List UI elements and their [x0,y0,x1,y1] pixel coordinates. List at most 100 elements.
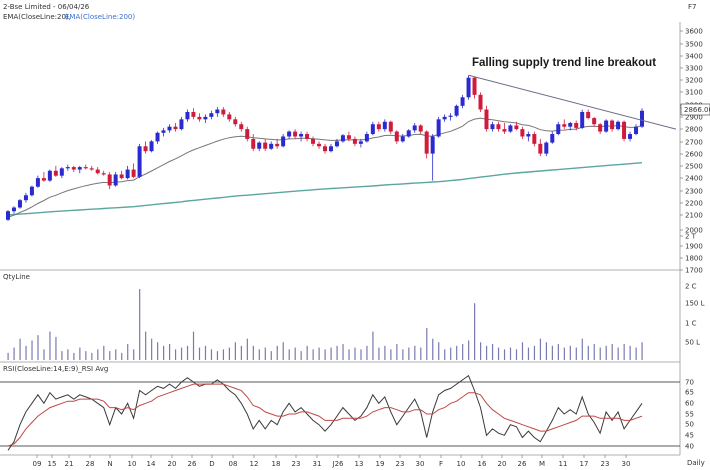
volume-bar [390,349,392,360]
x-tick-label: 13 [355,460,364,468]
breakout-annotation: Falling supply trend line breakout [472,57,656,69]
x-tick-label: D [209,460,214,468]
x-axis-label: Daily [687,459,705,467]
volume-bar [204,345,207,360]
volume-bar [294,347,296,360]
candle-body [592,118,597,125]
candle-body [538,143,543,154]
volume-bar [300,351,302,360]
volume-bar [127,344,129,360]
candle-body [460,97,465,106]
price-tick-label: 3500 [685,41,703,49]
candle-body [119,174,124,179]
candle-body [610,120,615,130]
candle-body [616,121,621,130]
volume-bar [509,347,512,360]
x-tick-label: M [539,460,545,468]
candle-body [185,111,190,120]
corner-label: F7 [688,3,696,11]
candle-body [352,138,357,144]
volume-bar [563,347,565,360]
candle-body [245,129,250,139]
candle-body [382,121,387,130]
rsi-avg-line [7,383,643,447]
volume-bar [270,351,272,360]
volume-bar [228,347,231,360]
volume-bar [216,351,219,360]
candle-body [370,124,375,135]
volume-bar [402,349,404,360]
x-ticks-group: 09 15 21 28 N 10 14 20 26 D 08 12 18 23 31 J26 13 19 23 30 F… [33,455,631,468]
volume-tick-label: 150 L [685,300,705,308]
candle-body [197,116,202,120]
candle-body [508,125,513,132]
candle-body [83,167,88,169]
volume-bar [103,345,105,360]
candle-body [305,134,310,139]
volume-bar [318,347,320,360]
candle-body [191,111,196,117]
x-tick-label: 26 [518,460,527,468]
candle-body [376,124,381,130]
candle-body [556,124,561,135]
price-tick-label: 2100 [685,212,703,220]
x-tick-label: 31 [313,460,322,468]
volume-bar [210,349,213,360]
y-ticks-group: 36003500340033003200310030002 T290028002… [680,28,705,451]
volume-bar [276,345,278,360]
candle-body [442,116,447,120]
candle-body [358,141,363,144]
x-tick-label: 17 [580,460,589,468]
x-tick-label: 09 [33,460,42,468]
volume-bar [456,345,458,360]
volume-bar [462,344,464,360]
x-tick-label: 16 [478,460,487,468]
candle-body [77,167,82,170]
x-tick-label: 10 [457,460,466,468]
volume-bar [31,340,33,360]
candle-body [604,120,609,132]
candle-body [418,125,423,132]
volume-tick-label: 2 C [685,283,697,291]
ema20-line [7,117,643,218]
volume-bar [198,347,201,360]
volume-bar [97,349,99,360]
candle-body [89,168,94,170]
volume-bars-group [7,289,643,360]
rsi-tick-label: 50 [685,421,694,429]
candle-body [436,119,441,137]
volume-bar [593,344,595,360]
volume-bar [527,347,530,360]
price-tick-label: 2300 [685,188,703,196]
price-tick-label: 2500 [685,163,703,171]
candle-body [53,170,58,176]
volume-bar [174,349,177,360]
price-tick-label: 2900 [685,114,703,122]
candle-body [323,146,327,152]
candle-body [149,141,154,152]
volume-bar [67,349,69,360]
candle-body [574,123,579,128]
candle-body [472,77,477,95]
volume-bar [468,340,470,360]
candle-body [466,77,471,98]
candle-body [113,174,118,186]
volume-bar [557,344,559,360]
x-tick-label: 21 [65,460,74,468]
candle-body [514,125,519,130]
x-tick-label: 30 [622,460,631,468]
rsi-tick-label: 70 [685,379,694,387]
volume-bar [139,289,141,360]
x-tick-label: 08 [229,460,238,468]
volume-bar [49,331,51,360]
volume-bar [497,347,500,360]
candle-body [328,146,333,152]
candle-body [221,109,226,115]
price-tick-label: 2 T [685,233,697,241]
candle-body [484,109,489,130]
candle-body [622,121,627,139]
candle-body [478,94,483,110]
volume-bar [599,347,601,360]
volume-bar [186,345,189,360]
volume-bar [515,349,518,360]
